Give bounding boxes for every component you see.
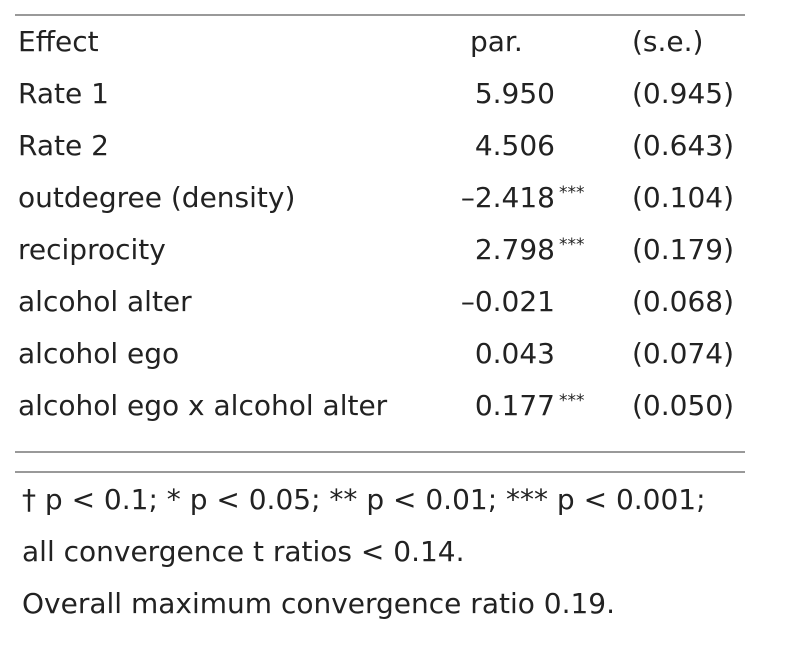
- se-cell: (0.074): [632, 337, 735, 370]
- top-rule: [15, 14, 745, 16]
- se-cell: (0.050): [632, 389, 735, 422]
- significance: ***: [559, 391, 585, 411]
- se-cell: (0.643): [632, 129, 735, 162]
- par-cell: 2.798: [474, 233, 555, 266]
- header-cell: Effect: [18, 25, 99, 58]
- effect-cell: alcohol ego x alcohol alter: [18, 389, 388, 422]
- significance: ***: [559, 183, 585, 203]
- se-cell: (0.179): [632, 233, 735, 266]
- se-cell: (0.104): [632, 181, 735, 214]
- par-cell: 0.043: [474, 337, 555, 370]
- par-cell: 5.950: [474, 77, 555, 110]
- footnote: Overall maximum convergence ratio 0.19.: [22, 587, 616, 620]
- effect-cell: outdegree (density): [18, 181, 296, 214]
- effect-cell: Rate 2: [18, 129, 109, 162]
- par-cell: –0.021: [460, 285, 555, 318]
- bottom-rule: [15, 451, 745, 453]
- par-cell: 4.506: [474, 129, 555, 162]
- effect-cell: Rate 1: [18, 77, 109, 110]
- effect-cell: alcohol alter: [18, 285, 192, 318]
- se-cell: (0.068): [632, 285, 735, 318]
- par-cell: –2.418: [460, 181, 555, 214]
- par-cell: 0.177: [474, 389, 555, 422]
- footnote: † p < 0.1; * p < 0.05; ** p < 0.01; *** …: [22, 483, 706, 516]
- notes-rule: [15, 471, 745, 473]
- footnote: all convergence t ratios < 0.14.: [22, 535, 465, 568]
- effect-cell: reciprocity: [18, 233, 166, 266]
- effect-cell: alcohol ego: [18, 337, 180, 370]
- significance: ***: [559, 235, 585, 255]
- se-cell: (0.945): [632, 77, 735, 110]
- header-cell: (s.e.): [632, 25, 704, 58]
- header-cell: par.: [470, 25, 523, 58]
